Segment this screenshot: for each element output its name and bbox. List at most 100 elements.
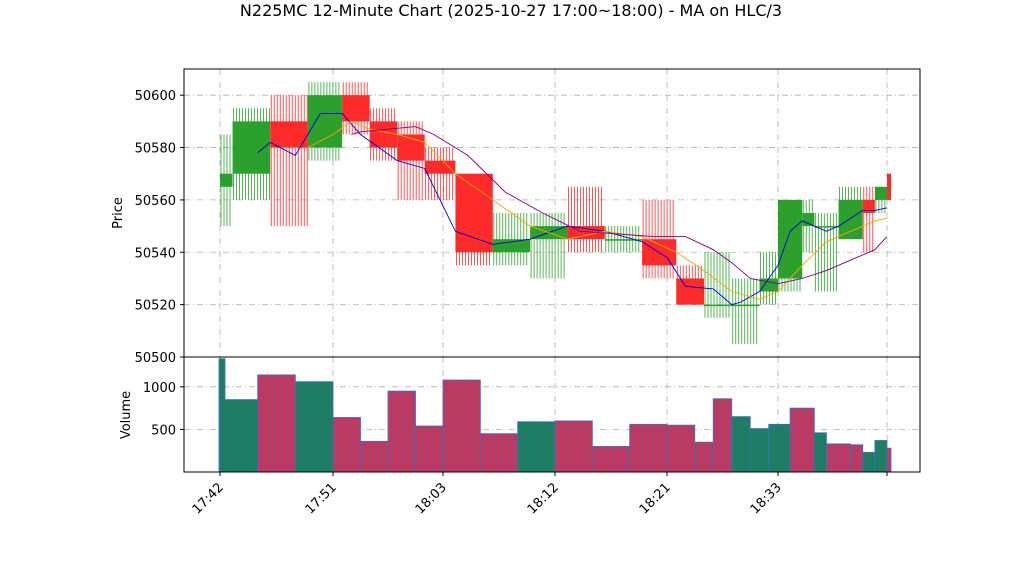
candle [220, 134, 233, 227]
time-x-axis: 17:42 17:51 18:03 18:12 18:21 18:33 [190, 472, 888, 517]
candle-body [342, 95, 370, 122]
volume-bar-fill [591, 446, 631, 473]
volume-bar-fill [629, 423, 668, 473]
candle-body [270, 121, 308, 148]
volume-bar [360, 440, 389, 473]
volume-bar [768, 423, 791, 473]
candle-body [814, 226, 839, 228]
candle [270, 95, 308, 227]
time-tick-label: 17:51 [303, 480, 340, 517]
volume-plot-frame [183, 356, 921, 473]
candle-body [604, 239, 643, 241]
candle [604, 226, 643, 253]
candle [369, 108, 398, 161]
time-tick-label: 18:33 [748, 480, 785, 517]
candle [342, 82, 370, 135]
volume-bar-fill [219, 399, 259, 473]
volume-bar-fill [442, 379, 481, 473]
volume-y-axis: 500 1000 [143, 381, 184, 438]
volume-bar [749, 428, 770, 473]
candle-body [220, 173, 233, 187]
chart-title: N225MC 12-Minute Chart (2025-10-27 17:00… [240, 1, 782, 20]
candle-body [307, 95, 343, 148]
candle [455, 173, 493, 266]
volume-bar [387, 390, 416, 473]
price-tick-label: 50600 [135, 89, 176, 104]
candle [397, 121, 425, 200]
candle-body [492, 239, 531, 253]
price-y-axis: 50500 50520 50540 50560 50580 50600 [135, 89, 184, 366]
volume-bar [874, 440, 888, 473]
time-tick-label: 18:21 [637, 480, 674, 517]
volume-bar [789, 407, 815, 473]
volume-bar-fill [517, 421, 556, 473]
price-tick-label: 50540 [135, 246, 176, 261]
candle [874, 186, 887, 213]
volume-bars [218, 358, 892, 473]
volume-bar-fill [712, 398, 733, 473]
volume-bar [629, 423, 668, 473]
volume-bar-fill [694, 441, 714, 473]
price-candles [220, 82, 891, 344]
candle-body [862, 199, 875, 213]
candle-body [369, 121, 398, 148]
price-tick-label: 50560 [135, 194, 176, 209]
volume-bar [886, 447, 892, 473]
candle-body [887, 173, 891, 200]
candle [424, 147, 456, 200]
candle [862, 186, 875, 253]
volume-bar-fill [789, 407, 815, 473]
time-tick-label: 18:12 [525, 480, 562, 517]
candle-body [778, 199, 803, 279]
volume-bar [666, 424, 696, 473]
volume-bar [850, 444, 864, 473]
ma-slow-line [351, 126, 888, 285]
candle-body [731, 304, 760, 307]
candle-body [759, 278, 778, 292]
candle [567, 186, 605, 253]
volume-bar-fill [257, 374, 296, 473]
volume-bar [731, 416, 751, 473]
price-tick-label: 50500 [135, 351, 176, 366]
moving-average-lines [257, 113, 888, 306]
volume-bar-fill [294, 381, 334, 473]
volume-tick-label: 500 [151, 423, 176, 438]
candle-body [874, 186, 887, 200]
volume-bar [442, 379, 481, 473]
candle [642, 199, 677, 279]
candle [887, 173, 891, 200]
candle [759, 252, 778, 305]
candle-body [455, 173, 493, 253]
volume-bar [813, 432, 827, 473]
time-tick-label: 17:42 [190, 480, 227, 517]
candle [802, 199, 815, 253]
candle-body [802, 213, 815, 227]
time-tick-label: 18:03 [413, 480, 450, 517]
candle-body [838, 199, 863, 240]
price-tick-label: 50520 [135, 299, 176, 314]
price-tick-label: 50580 [135, 142, 176, 157]
volume-bar [712, 398, 733, 473]
candle [676, 265, 704, 305]
candle [778, 199, 803, 292]
ma-fast-line [257, 113, 888, 306]
candle [731, 278, 760, 344]
volume-bar [517, 421, 556, 473]
candle [307, 82, 343, 161]
volume-bar [479, 433, 519, 473]
volume-bar-fill [826, 443, 852, 473]
volume-bar [219, 399, 259, 473]
volume-bar-fill [749, 428, 770, 473]
price-gridlines [184, 69, 920, 358]
candle [704, 252, 732, 318]
volume-bar [826, 443, 852, 473]
volume-bar-fill [768, 423, 791, 473]
volume-bar [694, 441, 714, 473]
volume-bar-fill [479, 433, 519, 473]
volume-bar-fill [731, 416, 751, 473]
volume-bar [332, 417, 361, 473]
volume-bar [294, 381, 334, 473]
candle [814, 213, 839, 292]
